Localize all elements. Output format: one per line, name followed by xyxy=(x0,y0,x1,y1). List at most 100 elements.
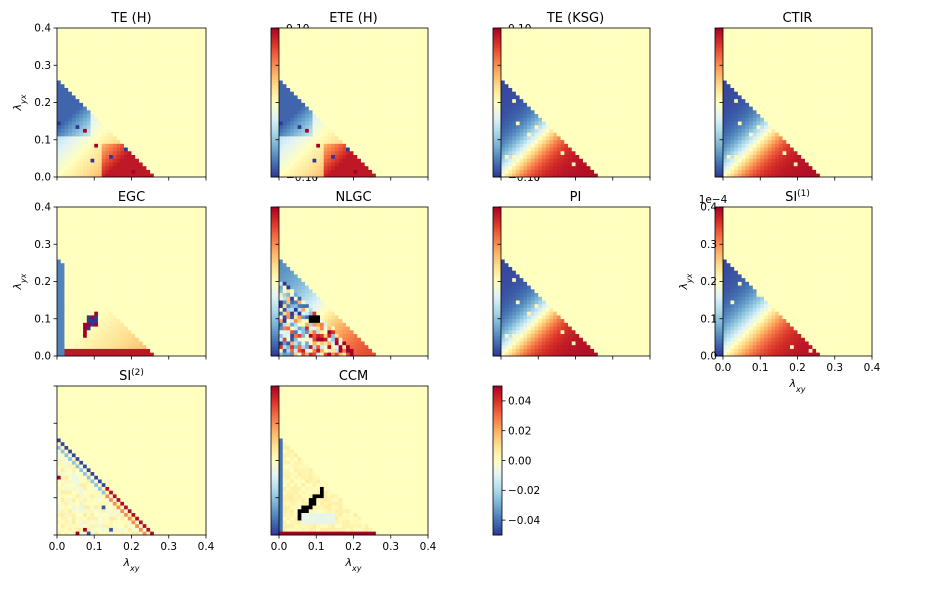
heatmap-cell xyxy=(319,35,325,40)
heatmap-cell xyxy=(508,76,513,81)
heatmap-cell xyxy=(564,91,569,96)
heatmap-cell xyxy=(109,35,114,40)
heatmap-cell xyxy=(316,72,321,77)
heatmap-cell xyxy=(301,83,306,88)
heatmap-cell xyxy=(360,39,366,44)
heatmap-cell xyxy=(405,136,410,141)
heatmap-cell xyxy=(504,68,509,74)
colorbar-band xyxy=(271,95,280,98)
heatmap-cell xyxy=(109,139,114,144)
heatmap-cell xyxy=(146,61,151,66)
heatmap-cell xyxy=(527,80,532,85)
heatmap-cell xyxy=(97,95,103,100)
heatmap-cell xyxy=(579,117,584,122)
heatmap-cell xyxy=(420,173,425,178)
heatmap-cell xyxy=(383,91,388,96)
colorbar-band xyxy=(271,80,280,84)
heatmap-cell xyxy=(504,158,509,163)
heatmap-cell xyxy=(597,128,602,133)
heatmap-cell xyxy=(64,98,69,103)
heatmap-cell xyxy=(301,65,306,70)
heatmap-cell xyxy=(556,102,561,107)
heatmap-cell xyxy=(183,61,188,66)
heatmap-cell xyxy=(372,57,377,62)
heatmap-cell xyxy=(75,117,80,122)
heatmap-cell xyxy=(424,102,429,107)
heatmap-cell xyxy=(609,68,614,74)
heatmap-cell xyxy=(541,173,547,178)
heatmap-cell xyxy=(71,65,76,70)
heatmap-cell xyxy=(168,106,173,111)
heatmap-cell xyxy=(346,139,351,144)
heatmap-cell xyxy=(368,57,373,62)
heatmap-cell xyxy=(545,87,550,92)
heatmap-cell xyxy=(538,162,543,167)
heatmap-cell xyxy=(556,150,561,155)
heatmap-cell xyxy=(541,87,547,92)
heatmap-cell xyxy=(357,98,362,103)
heatmap-cell xyxy=(79,113,84,118)
heatmap-cell xyxy=(609,61,614,66)
heatmap-cell xyxy=(153,28,158,33)
heatmap-cell xyxy=(553,128,558,133)
heatmap-cell xyxy=(642,139,647,144)
heatmap-cell xyxy=(142,76,147,81)
heatmap-cell xyxy=(416,165,421,170)
heatmap-cell xyxy=(323,98,328,103)
heatmap-cell xyxy=(394,42,399,47)
heatmap-cell xyxy=(353,158,358,163)
heatmap-cell xyxy=(86,154,91,159)
heatmap-cell xyxy=(527,121,532,126)
heatmap-cell xyxy=(142,150,147,155)
heatmap-cell xyxy=(282,95,287,100)
heatmap-cell xyxy=(116,83,121,88)
heatmap-cell xyxy=(527,83,532,88)
heatmap-cell xyxy=(538,173,543,178)
heatmap-cell xyxy=(327,136,332,141)
heatmap-cell xyxy=(331,132,336,137)
heatmap-cell xyxy=(590,158,595,163)
heatmap-cell xyxy=(553,147,558,152)
heatmap-cell xyxy=(60,109,65,115)
heatmap-cell xyxy=(627,46,632,51)
colorbar-band xyxy=(493,70,502,74)
heatmap-cell xyxy=(564,139,569,144)
heatmap-cell xyxy=(590,31,595,36)
heatmap-cell xyxy=(293,54,298,59)
heatmap-cell xyxy=(575,87,580,92)
heatmap-cell xyxy=(646,117,651,122)
heatmap-cell xyxy=(305,136,310,141)
heatmap-cell xyxy=(79,65,84,70)
heatmap-cell xyxy=(194,124,199,129)
heatmap-cell xyxy=(364,102,369,107)
heatmap-cell xyxy=(308,50,313,55)
heatmap-cell xyxy=(142,147,147,152)
heatmap-cell xyxy=(172,95,177,100)
heatmap-cell xyxy=(394,57,399,62)
heatmap-cell xyxy=(57,162,62,167)
heatmap-cell xyxy=(601,147,606,152)
heatmap-cell xyxy=(342,139,347,144)
heatmap-cell xyxy=(631,61,636,66)
heatmap-cell xyxy=(612,65,617,70)
heatmap-cell xyxy=(334,98,339,103)
heatmap-cell xyxy=(150,124,155,129)
heatmap-cell xyxy=(153,68,158,74)
heatmap-cell xyxy=(360,169,366,174)
heatmap-cell xyxy=(334,121,339,126)
heatmap-cell xyxy=(375,50,380,55)
heatmap-cell xyxy=(198,150,203,155)
heatmap-cell xyxy=(597,65,602,70)
heatmap-cell xyxy=(416,136,421,141)
heatmap-cell xyxy=(187,158,192,163)
heatmap-cell xyxy=(312,150,317,155)
heatmap-cell xyxy=(83,124,88,129)
heatmap-cell xyxy=(534,35,539,40)
heatmap-cell xyxy=(635,147,640,152)
heatmap-cell xyxy=(176,162,181,167)
heatmap-cell xyxy=(553,87,558,92)
heatmap-cell xyxy=(379,91,384,96)
heatmap-cell xyxy=(146,147,151,152)
heatmap-cell xyxy=(120,139,125,144)
heatmap-cell xyxy=(379,28,384,33)
